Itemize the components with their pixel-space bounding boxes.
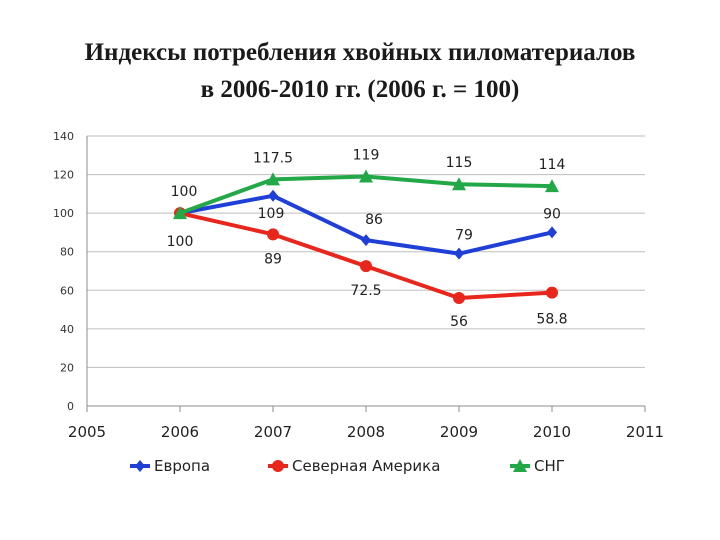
point-europe-2007 [268, 189, 278, 202]
data-label-north-america-2010: 58.8 [536, 312, 567, 328]
x-tick-label-2011: 2011 [626, 423, 664, 441]
y-tick-label-40: 40 [60, 323, 74, 336]
y-tick-label-100: 100 [53, 207, 74, 220]
data-label-cis-2009: 115 [446, 155, 473, 171]
point-north-america-2008 [360, 260, 372, 273]
data-label-cis-2007: 117.5 [253, 150, 293, 166]
series-cis [173, 169, 559, 220]
point-cis-2006 [173, 206, 187, 220]
point-europe-2009 [454, 247, 464, 260]
point-north-america-2009 [453, 292, 465, 304]
point-europe-2008 [361, 234, 371, 247]
data-label-cis-2008: 119 [353, 148, 380, 164]
y-tick-label-20: 20 [60, 361, 74, 374]
data-label-europe-2009: 79 [455, 228, 473, 244]
data-label-europe-2007: 109 [258, 206, 285, 222]
chart-title-line-1: Индексы потребления хвойных пиломатериал… [84, 39, 636, 66]
x-tick-label-2010: 2010 [533, 423, 571, 441]
x-tick-label-2005: 2005 [68, 423, 106, 441]
x-tick-label-2006: 2006 [161, 423, 199, 441]
legend-marker-cis [513, 459, 527, 472]
data-label-north-america-2006: 100 [167, 234, 194, 250]
y-tick-label-60: 60 [60, 284, 74, 297]
y-tick-label-0: 0 [67, 400, 74, 413]
legend-label-north-america: Северная Америка [292, 457, 440, 475]
x-tick-label-2008: 2008 [347, 423, 385, 441]
data-label-north-america-2009: 56 [450, 314, 468, 330]
point-north-america-2007 [267, 228, 279, 241]
x-tick-label-2007: 2007 [254, 423, 292, 441]
point-europe-2010 [547, 226, 557, 239]
legend-label-europe: Европа [154, 457, 210, 475]
data-label-cis-2010: 114 [539, 157, 566, 173]
data-label-europe-2008: 86 [365, 212, 383, 228]
legend-label-cis: СНГ [534, 457, 565, 475]
data-label-north-america-2008: 72.5 [350, 283, 381, 299]
legend-marker-europe [135, 460, 145, 472]
legend-marker-north-america [272, 460, 284, 472]
data-label-europe-2010: 90 [543, 206, 561, 222]
point-cis-2010 [545, 179, 559, 193]
chart-title-line-2: в 2006-2010 гг. (2006 г. = 100) [200, 76, 520, 103]
x-tick-label-2009: 2009 [440, 423, 478, 441]
y-tick-label-80: 80 [60, 246, 74, 259]
point-cis-2008 [359, 169, 373, 183]
chart-title: Индексы потребления хвойных пиломатериал… [0, 34, 720, 108]
y-tick-label-120: 120 [53, 169, 74, 182]
legend: Европа Северная Америка СНГ [130, 457, 565, 475]
data-label-north-america-2007: 89 [264, 251, 282, 267]
point-north-america-2010 [546, 286, 558, 299]
y-tick-label-140: 140 [53, 130, 74, 143]
data-label-cis-2006: 100 [171, 184, 198, 200]
point-cis-2009 [452, 177, 466, 191]
point-cis-2007 [266, 172, 280, 186]
